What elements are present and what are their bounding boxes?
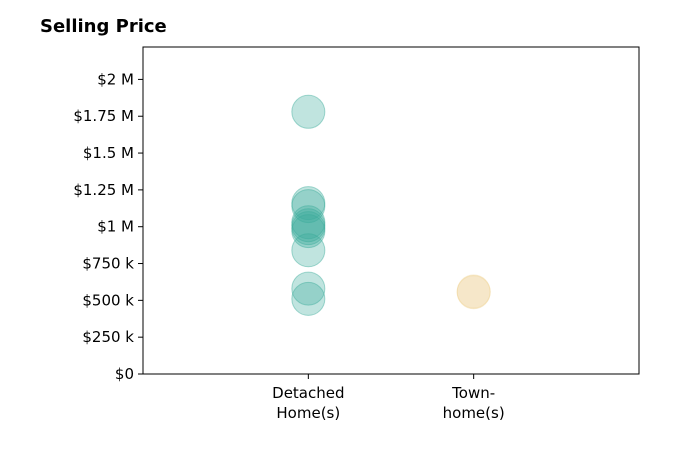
y-tick-label: $500 k xyxy=(82,291,134,309)
data-point xyxy=(456,275,491,310)
chart-title: Selling Price xyxy=(40,16,167,37)
x-tick-label: Detached xyxy=(272,384,344,402)
data-point xyxy=(291,281,326,316)
y-tick-label: $1.25 M xyxy=(73,181,134,199)
y-tick-label: $1 M xyxy=(97,218,134,236)
plot-area-frame xyxy=(142,46,640,375)
x-axis: Detached Home(s) Town-home(s) xyxy=(272,374,505,422)
data-point xyxy=(291,211,326,246)
data-point xyxy=(291,94,326,129)
x-tick-label: Town- xyxy=(451,384,495,402)
data-point xyxy=(291,186,326,221)
data-point xyxy=(291,233,326,268)
data-points xyxy=(291,94,491,316)
y-tick-label: $0 xyxy=(115,365,134,383)
y-tick-label: $1.75 M xyxy=(73,107,134,125)
x-tick-label: home(s) xyxy=(443,404,505,422)
data-point xyxy=(456,274,491,309)
y-tick-label: $750 k xyxy=(82,255,134,273)
x-tick-label: Home(s) xyxy=(276,404,340,422)
y-tick-label: $2 M xyxy=(97,70,134,88)
data-point xyxy=(291,205,326,240)
data-point xyxy=(291,271,326,306)
y-axis: $0 $250 k $500 k $750 k $1 M $1.25 M $1.5 M $1.… xyxy=(73,70,143,383)
data-point xyxy=(291,208,326,243)
data-point xyxy=(291,214,326,249)
y-tick-label: $250 k xyxy=(82,328,134,346)
data-point xyxy=(291,189,326,224)
y-tick-label: $1.5 M xyxy=(83,144,134,162)
